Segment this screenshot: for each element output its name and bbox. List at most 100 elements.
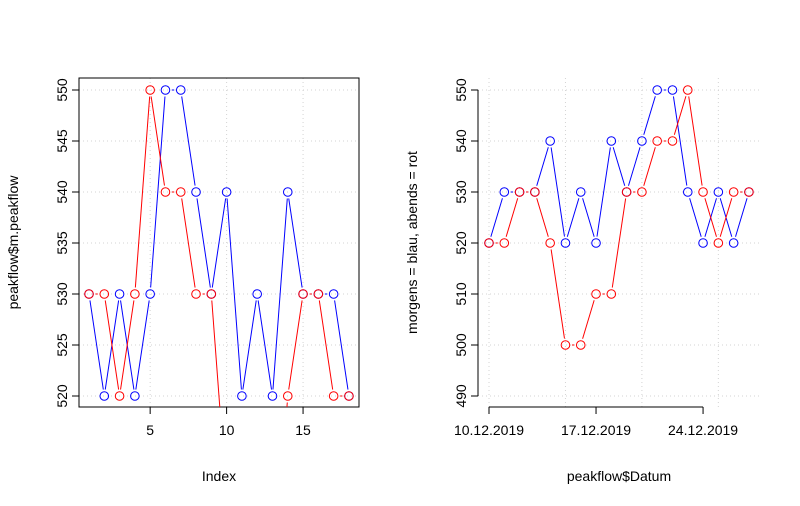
series-segment xyxy=(643,96,656,135)
x-axis: 5 10 15 xyxy=(146,407,311,438)
data-point xyxy=(637,187,647,197)
data-point xyxy=(145,289,155,299)
data-point xyxy=(667,136,678,146)
data-point xyxy=(575,187,586,197)
data-point xyxy=(545,136,555,146)
series-segment xyxy=(704,198,717,237)
y-tick-label: 500 xyxy=(453,333,469,357)
data-point xyxy=(160,85,171,95)
x-tick-label: 15 xyxy=(295,422,311,438)
series-segment xyxy=(643,147,656,186)
y-tick-label: 540 xyxy=(54,180,70,204)
data-point xyxy=(206,289,217,299)
data-point xyxy=(514,187,525,197)
data-point xyxy=(499,238,510,248)
data-point xyxy=(328,391,339,401)
data-point xyxy=(484,238,494,248)
data-point xyxy=(175,187,186,197)
data-point xyxy=(328,289,339,299)
series-evening xyxy=(484,85,754,350)
series-segment xyxy=(688,96,703,186)
series-segment xyxy=(689,198,702,237)
data-point xyxy=(621,187,632,197)
y-axis-title: peakflow$m.peakflow xyxy=(5,175,21,310)
data-point xyxy=(713,238,724,248)
data-point xyxy=(637,136,647,146)
data-point xyxy=(652,136,662,146)
y-axis: 490 500 510 520 530 540 550 xyxy=(453,78,479,408)
data-point xyxy=(130,391,140,401)
data-point xyxy=(252,289,262,299)
series-segment xyxy=(211,300,221,408)
x-axis-title: Index xyxy=(202,468,236,484)
series-segment xyxy=(672,96,688,186)
data-point xyxy=(160,187,171,197)
data-point xyxy=(560,238,571,248)
y-tick-label: 535 xyxy=(54,231,70,255)
series-segment xyxy=(89,300,104,390)
data-point xyxy=(575,340,586,350)
data-point xyxy=(237,391,247,401)
x-tick-label: 5 xyxy=(146,422,154,438)
data-point xyxy=(682,85,693,95)
series-segment xyxy=(211,198,227,288)
y-tick-label: 510 xyxy=(453,282,469,306)
series-segment xyxy=(582,198,595,237)
data-point xyxy=(344,391,354,401)
series-segment xyxy=(196,198,211,288)
x-tick-label: 10.12.2019 xyxy=(454,422,524,438)
data-point xyxy=(313,289,324,299)
x-axis: 10.12.2019 17.12.2019 24.12.2019 xyxy=(454,406,738,438)
data-point xyxy=(114,391,125,401)
data-point xyxy=(145,85,155,95)
data-point xyxy=(606,136,617,146)
data-point xyxy=(267,391,278,401)
y-axis: 520 525 530 535 540 545 550 xyxy=(54,78,79,408)
y-axis-title: morgens = blau, abends = rot xyxy=(404,151,420,334)
y-tick-label: 540 xyxy=(453,129,469,153)
series-segment xyxy=(505,198,519,237)
data-point xyxy=(728,238,739,248)
data-point xyxy=(744,187,754,197)
series-segment xyxy=(536,198,549,237)
data-point xyxy=(99,289,110,299)
series-segment xyxy=(719,198,733,237)
data-point xyxy=(591,289,601,299)
data-point xyxy=(682,187,693,197)
series-segment xyxy=(272,198,288,390)
series-segment xyxy=(150,96,165,186)
series-segment xyxy=(673,96,687,135)
series-segment xyxy=(104,300,120,390)
y-tick-label: 520 xyxy=(54,384,70,408)
series-segment xyxy=(612,147,626,186)
data-point xyxy=(545,238,555,248)
data-point xyxy=(114,289,125,299)
series-segment xyxy=(334,300,349,390)
series-segment xyxy=(596,147,611,237)
series-segment xyxy=(120,300,135,390)
series-segment xyxy=(181,96,196,186)
series-segment xyxy=(288,198,303,288)
series-segment xyxy=(611,198,627,288)
y-tick-label: 490 xyxy=(453,384,469,408)
y-tick-label: 520 xyxy=(453,231,469,255)
series-segment xyxy=(257,300,273,390)
series-group xyxy=(84,85,354,408)
x-tick-label: 10 xyxy=(219,422,235,438)
data-point xyxy=(175,85,186,95)
x-tick-label: 17.12.2019 xyxy=(561,422,631,438)
data-point xyxy=(560,340,571,350)
x-axis-title: peakflow$Datum xyxy=(567,468,671,484)
data-point xyxy=(698,238,708,248)
data-point xyxy=(282,187,293,197)
series-segment xyxy=(490,198,503,237)
y-tick-label: 550 xyxy=(453,78,469,102)
data-point xyxy=(652,85,662,95)
data-point xyxy=(99,391,110,401)
series-segment xyxy=(181,198,196,288)
series-segment xyxy=(550,147,565,237)
series-segment xyxy=(242,300,257,390)
panel-1: 520 525 530 535 540 545 550 5 10 15 Index peakflow$… xyxy=(5,77,360,484)
y-tick-label: 550 xyxy=(54,78,70,102)
